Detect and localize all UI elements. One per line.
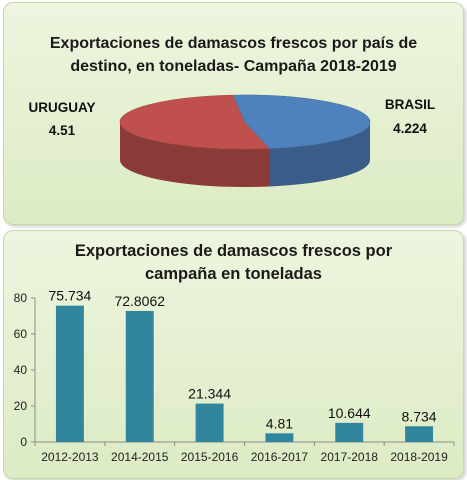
bar-title-line-2: campaña en toneladas [145,265,322,283]
y-tick-label-3: 60 [14,327,28,341]
pie-chart: URUGUAY 4.51 BRASIL 4.224 [28,94,435,187]
bar-4 [335,422,364,442]
pie-slice-side-0 [120,122,270,187]
bar-3 [265,433,294,442]
x-tick-label-3: 2016-2017 [251,450,309,464]
pie-label-name-1: BRASIL [385,97,435,112]
pie-slice-side-1 [269,122,370,187]
pie-label-value-0: 4.51 [49,123,76,138]
y-tick-label-1: 20 [14,399,28,413]
pie-chart-title: Exportaciones de damascos frescos por pa… [4,32,463,78]
bar-value-label-5: 8.734 [402,408,437,424]
bar-chart: 0 20 40 60 80 75.734 2012-2013 72.8062 2014-2015… [14,288,455,464]
x-tick-label-5: 2018-2019 [390,450,448,464]
y-tick-label-4: 80 [14,291,28,305]
bar-value-label-3: 4.81 [266,415,293,431]
pie-slice-0 [119,94,271,150]
pie-title-line-2: destino, en toneladas- Campaña 2018-2019 [70,58,397,75]
bar-value-label-0: 75.734 [49,288,92,304]
pie-label-value-1: 4.224 [393,121,427,136]
bar-chart-title: Exportaciones de damascos frescos por ca… [4,240,463,286]
bar-1 [125,310,154,442]
bar-title-line-1: Exportaciones de damascos frescos por [74,242,393,260]
pie-chart-panel: Exportaciones de damascos frescos por pa… [3,2,464,225]
pie-title-line-1: Exportaciones de damascos frescos por pa… [49,35,418,52]
bar-0 [55,305,84,442]
x-tick-label-4: 2017-2018 [321,450,379,464]
bar-2 [195,403,224,442]
pie-label-name-0: URUGUAY [28,100,95,115]
y-tick-label-2: 40 [14,363,28,377]
bar-value-label-1: 72.8062 [114,293,165,309]
bar-value-label-2: 21.344 [188,386,231,402]
bar-5 [405,426,434,442]
x-tick-label-1: 2014-2015 [111,450,169,464]
bar-value-label-4: 10.644 [328,405,371,421]
x-tick-label-2: 2015-2016 [181,450,239,464]
y-tick-label-0: 0 [20,435,27,449]
x-tick-label-0: 2012-2013 [41,450,99,464]
pie-slice-1 [232,94,371,149]
bar-chart-panel: Exportaciones de damascos frescos por ca… [3,230,464,479]
